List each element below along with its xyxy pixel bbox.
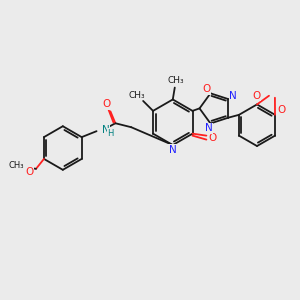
Text: O: O (102, 99, 111, 110)
Text: N: N (205, 123, 212, 134)
Text: N: N (101, 125, 109, 135)
Text: CH₃: CH₃ (167, 76, 184, 85)
Text: N: N (169, 145, 177, 155)
Text: O: O (202, 84, 211, 94)
Text: O: O (252, 91, 260, 100)
Text: N: N (229, 91, 237, 101)
Text: O: O (278, 105, 286, 115)
Text: O: O (208, 133, 217, 142)
Text: CH₃: CH₃ (8, 161, 24, 170)
Text: O: O (25, 167, 33, 177)
Text: CH₃: CH₃ (129, 91, 146, 100)
Text: H: H (107, 129, 114, 138)
